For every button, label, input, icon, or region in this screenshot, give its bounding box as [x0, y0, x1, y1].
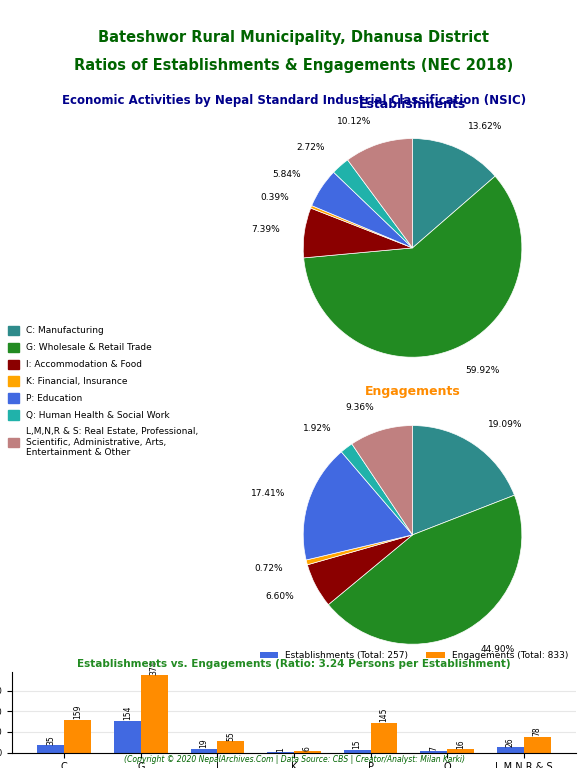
Text: 17.41%: 17.41%: [251, 489, 286, 498]
Text: 7.39%: 7.39%: [252, 225, 280, 233]
Bar: [294, 751, 321, 753]
Wedge shape: [310, 206, 413, 248]
Wedge shape: [413, 138, 495, 248]
Text: 44.90%: 44.90%: [480, 645, 514, 654]
Bar: [524, 737, 550, 753]
Text: 19: 19: [199, 739, 209, 748]
Legend: C: Manufacturing, G: Wholesale & Retail Trade, I: Accommodation & Food, K: Finan: C: Manufacturing, G: Wholesale & Retail …: [5, 322, 202, 461]
Text: 1: 1: [276, 747, 285, 752]
Text: 7: 7: [429, 746, 438, 751]
Bar: [447, 750, 474, 753]
Wedge shape: [333, 160, 413, 248]
Text: (Copyright © 2020 NepalArchives.Com | Data Source: CBS | Creator/Analyst: Milan : (Copyright © 2020 NepalArchives.Com | Da…: [123, 755, 465, 764]
Wedge shape: [413, 425, 514, 535]
Bar: [497, 747, 524, 753]
Text: 16: 16: [456, 740, 465, 749]
Title: Establishments: Establishments: [359, 98, 466, 111]
Text: 15: 15: [353, 740, 362, 749]
Wedge shape: [308, 535, 413, 604]
Text: 0.39%: 0.39%: [260, 194, 289, 202]
Wedge shape: [303, 452, 413, 560]
Bar: [218, 741, 244, 753]
Text: 59.92%: 59.92%: [465, 366, 499, 375]
Title: Establishments vs. Engagements (Ratio: 3.24 Persons per Establishment): Establishments vs. Engagements (Ratio: 3…: [77, 660, 511, 670]
Text: 13.62%: 13.62%: [468, 122, 502, 131]
Bar: [64, 720, 91, 753]
Wedge shape: [306, 535, 413, 564]
Text: 0.72%: 0.72%: [255, 564, 283, 573]
Wedge shape: [328, 495, 522, 644]
Text: 2.72%: 2.72%: [296, 143, 325, 152]
Text: 26: 26: [506, 737, 515, 746]
Bar: [370, 723, 397, 753]
Wedge shape: [342, 444, 413, 535]
Text: 374: 374: [150, 660, 159, 675]
Text: 6.60%: 6.60%: [266, 592, 295, 601]
Text: 10.12%: 10.12%: [336, 117, 371, 126]
Text: 35: 35: [46, 735, 55, 745]
Text: 55: 55: [226, 731, 235, 741]
Wedge shape: [352, 425, 413, 535]
Text: 9.36%: 9.36%: [345, 402, 374, 412]
Wedge shape: [312, 172, 413, 248]
Text: 1.92%: 1.92%: [303, 424, 332, 433]
Wedge shape: [303, 208, 413, 258]
Text: 78: 78: [533, 727, 542, 736]
Text: Ratios of Establishments & Engagements (NEC 2018): Ratios of Establishments & Engagements (…: [74, 58, 514, 74]
Text: 6: 6: [303, 746, 312, 751]
Text: 154: 154: [123, 706, 132, 720]
Bar: [38, 746, 64, 753]
Text: 19.09%: 19.09%: [488, 420, 522, 429]
Text: Economic Activities by Nepal Standard Industrial Classification (NSIC): Economic Activities by Nepal Standard In…: [62, 94, 526, 107]
Bar: [141, 675, 168, 753]
Bar: [420, 751, 447, 753]
Title: Engagements: Engagements: [365, 386, 460, 398]
Text: 5.84%: 5.84%: [272, 170, 301, 179]
Bar: [114, 721, 141, 753]
Legend: Establishments (Total: 257), Engagements (Total: 833): Establishments (Total: 257), Engagements…: [256, 647, 572, 664]
Bar: [344, 750, 370, 753]
Wedge shape: [348, 138, 413, 248]
Text: 159: 159: [73, 705, 82, 720]
Bar: [191, 749, 218, 753]
Text: Bateshwor Rural Municipality, Dhanusa District: Bateshwor Rural Municipality, Dhanusa Di…: [99, 30, 489, 45]
Wedge shape: [303, 176, 522, 357]
Text: 145: 145: [379, 708, 389, 722]
